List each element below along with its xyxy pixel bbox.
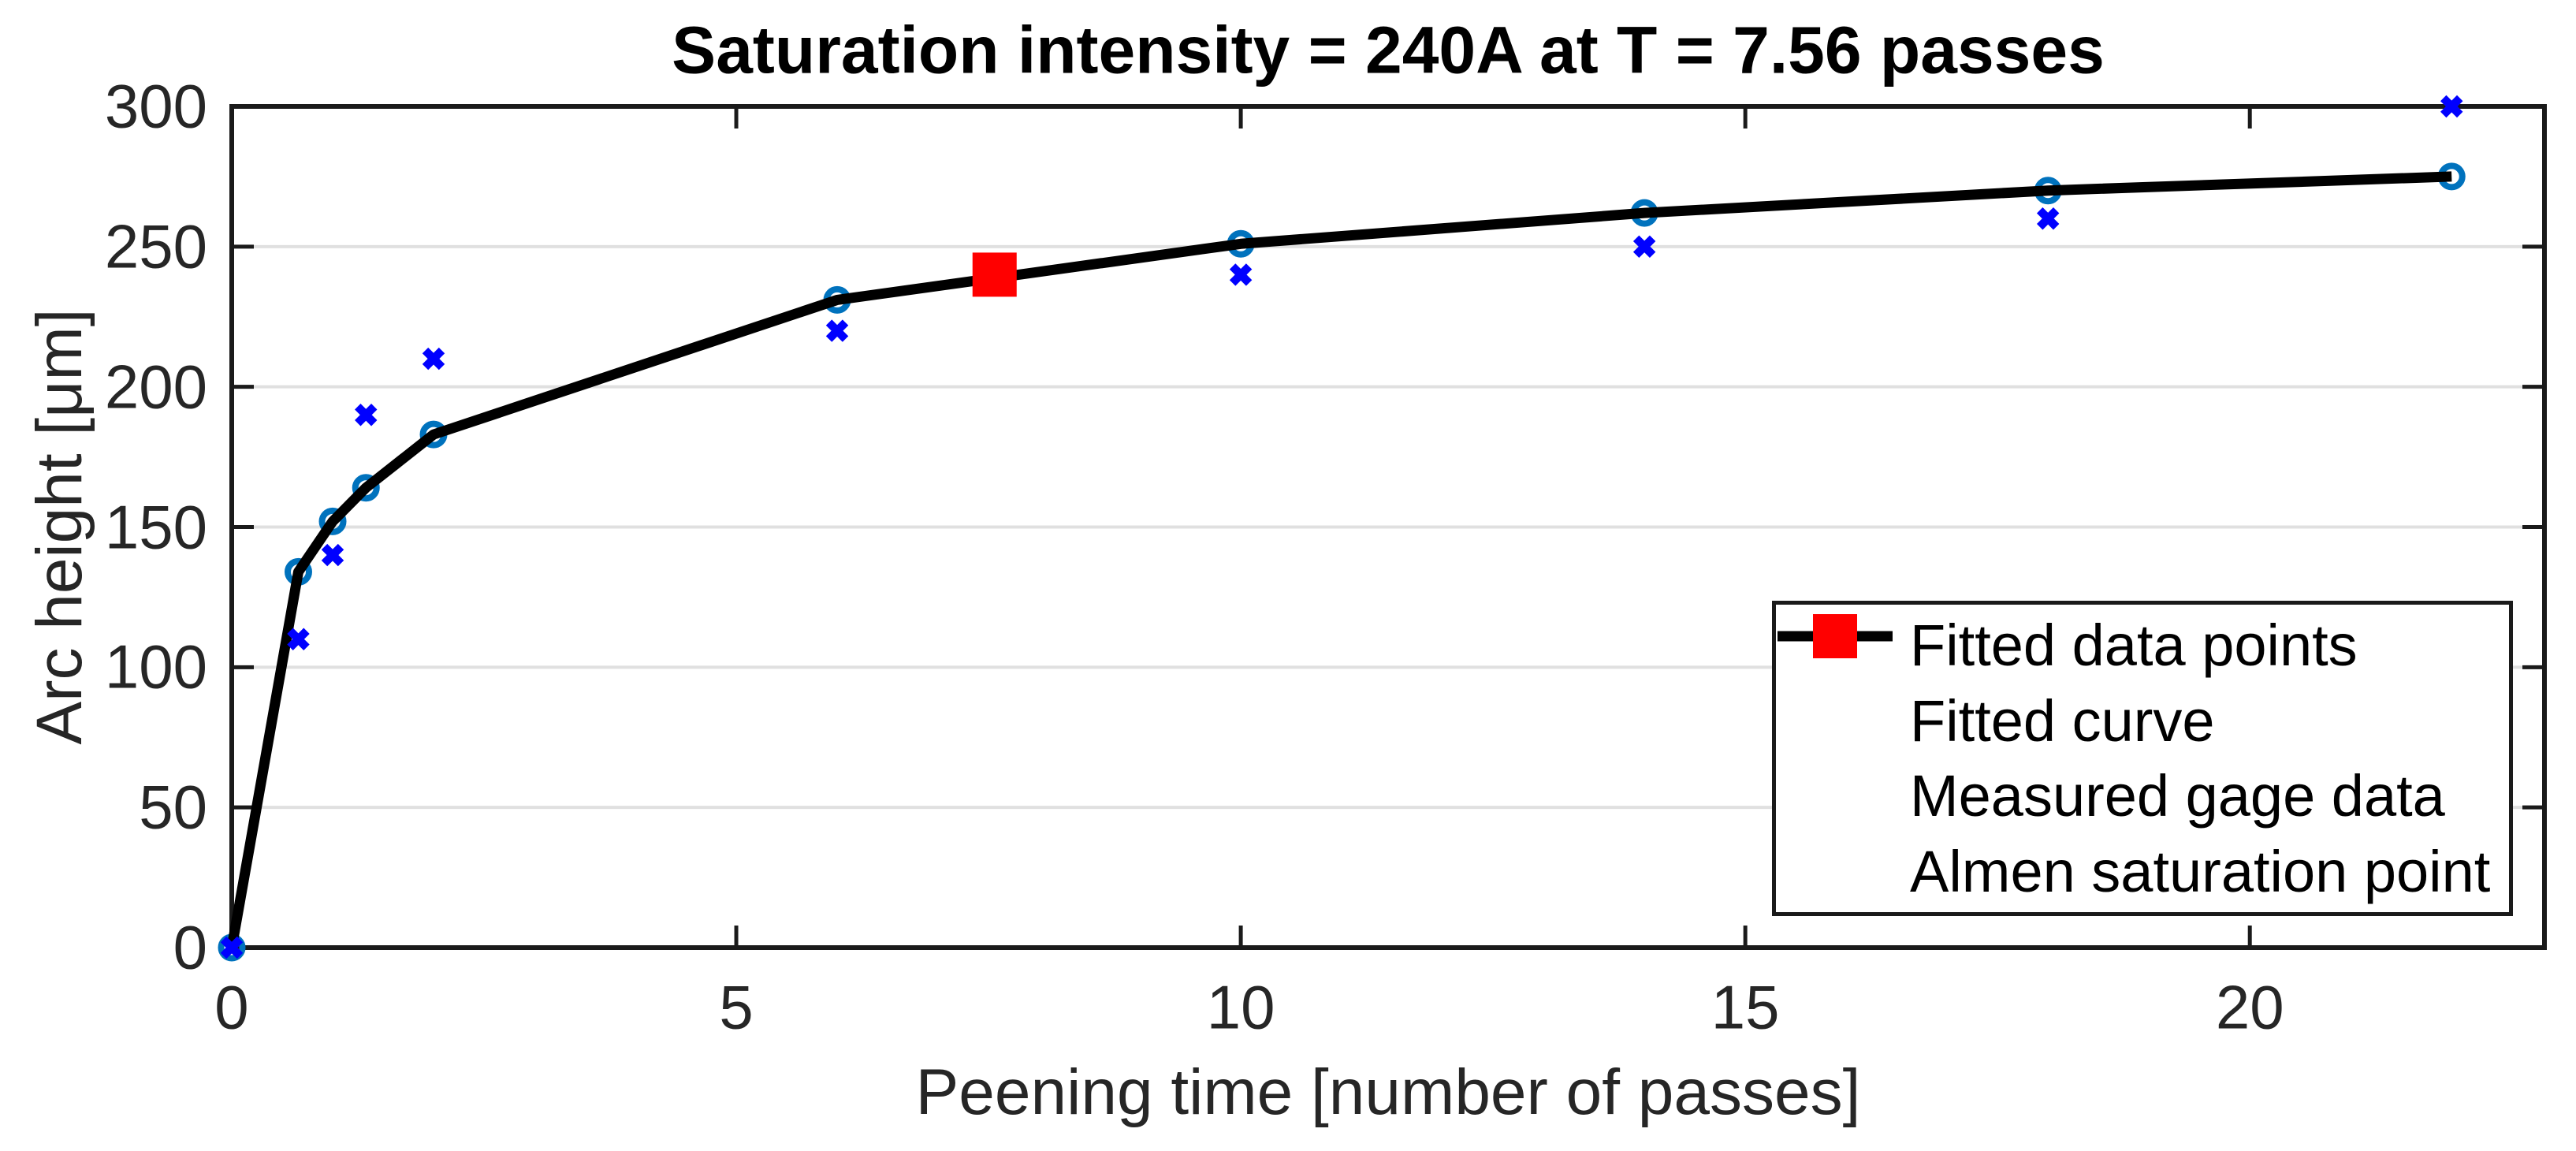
legend-row: Fitted curve [1776, 631, 2509, 759]
x-tick-label: 15 [1711, 972, 1780, 1042]
measured-point-marker [321, 543, 344, 567]
legend: Fitted data points Fitted curve Measured g… [1772, 601, 2513, 916]
measured-point-marker [2440, 95, 2463, 118]
measured-point-marker [1229, 263, 1253, 286]
y-tick-label: 300 [104, 71, 207, 141]
measured-point-marker [1632, 235, 1656, 259]
measured-point-marker [287, 628, 310, 650]
measured-point-marker [355, 404, 378, 427]
y-tick-label: 100 [104, 631, 207, 702]
legend-label: Fitted curve [1910, 687, 2215, 754]
y-tick-label: 0 [173, 912, 207, 982]
legend-label: Fitted data points [1910, 613, 2358, 679]
measured-point-marker [825, 319, 849, 342]
legend-row: Measured gage data [1776, 627, 2509, 834]
legend-label: Almen saturation point [1910, 838, 2491, 904]
y-tick-label: 150 [104, 492, 207, 561]
y-axis-label: Arc height [μm] [24, 308, 95, 745]
measured-point-marker [220, 936, 244, 959]
y-tick-label: 200 [104, 352, 207, 422]
x-axis-label: Peening time [number of passes] [915, 1056, 1861, 1128]
chart-title: Saturation intensity = 240A at T = 7.56 … [672, 13, 2105, 88]
legend-row: Fitted data points [1776, 608, 2509, 684]
fitted-point-marker [318, 507, 347, 535]
x-tick-label: 5 [719, 972, 754, 1042]
fitted-curve [226, 171, 2452, 949]
legend-marker-glyph [1813, 614, 1857, 658]
saturation-point-marker [972, 252, 1017, 297]
x-tick-label: 20 [2215, 972, 2284, 1042]
legend-label: Measured gage data [1910, 763, 2445, 829]
measured-point-marker [2036, 207, 2060, 230]
fitted-point-marker [352, 474, 380, 502]
legend-row: Almen saturation point [1776, 614, 2509, 910]
y-tick-label: 250 [104, 211, 207, 281]
x-tick-label: 0 [214, 972, 249, 1042]
x-tick-label: 10 [1206, 972, 1275, 1042]
y-tick-label: 50 [139, 772, 207, 842]
measured-point-marker [422, 347, 445, 371]
